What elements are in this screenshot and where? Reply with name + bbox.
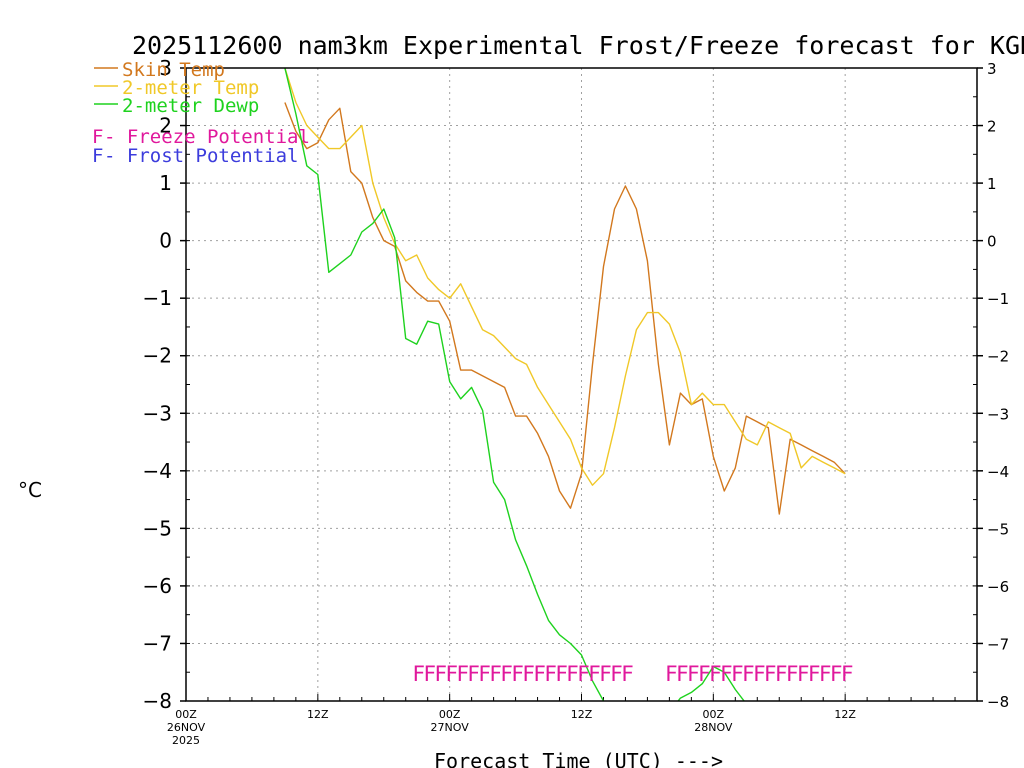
x-tick-label: 00Z: [703, 708, 725, 721]
legend-potential-symbol: F: [92, 126, 103, 148]
y-tick-label-left: −8: [143, 689, 172, 713]
y-tick-label-left: −4: [143, 459, 172, 483]
x-tick-label: 12Z: [834, 708, 856, 721]
freeze-flag-marker: F: [511, 662, 524, 686]
freeze-flag-marker: F: [412, 662, 425, 686]
x-tick-label: 27NOV: [431, 721, 470, 734]
freeze-flag-marker: F: [577, 662, 590, 686]
freeze-flag-marker: F: [709, 662, 722, 686]
x-tick-label: 12Z: [571, 708, 593, 721]
y-tick-label-left: −1: [143, 286, 172, 310]
freeze-flag-marker: F: [676, 662, 689, 686]
y-tick-label-left: −6: [143, 574, 172, 598]
series-line-skin-temp: [284, 102, 846, 515]
freeze-flag-marker: F: [764, 662, 777, 686]
freeze-flag-marker: F: [555, 662, 568, 686]
y-tick-label-right: 3: [987, 60, 997, 78]
y-axis-label: °C: [18, 478, 42, 502]
y-tick-label-right: −6: [987, 578, 1009, 596]
x-tick-label: 26NOV: [167, 721, 206, 734]
legend-potential-symbol: F: [92, 145, 103, 167]
freeze-flag-marker: F: [610, 662, 623, 686]
x-tick-label: 2025: [172, 734, 200, 747]
freeze-flag-marker: F: [753, 662, 766, 686]
freeze-flag-marker: F: [522, 662, 535, 686]
y-tick-label-left: 1: [159, 171, 172, 195]
freeze-flag-marker: F: [720, 662, 733, 686]
freeze-flag-marker: F: [808, 662, 821, 686]
freeze-flag-marker: F: [830, 662, 843, 686]
freeze-flag-marker: F: [445, 662, 458, 686]
y-tick-label-right: 0: [987, 233, 997, 251]
x-tick-label: 28NOV: [694, 721, 733, 734]
y-tick-label-right: −3: [987, 405, 1009, 423]
freeze-flag-marker: F: [819, 662, 832, 686]
freeze-flag-marker: F: [687, 662, 700, 686]
y-tick-label-left: −5: [143, 516, 172, 540]
legend-label: 2-meter Temp: [122, 77, 259, 99]
y-tick-label-right: −7: [987, 635, 1009, 653]
freeze-flag-marker: F: [775, 662, 788, 686]
freeze-flag-marker: F: [621, 662, 634, 686]
freeze-flag-marker: F: [698, 662, 711, 686]
freeze-flag-marker: F: [544, 662, 557, 686]
y-tick-label-right: 2: [987, 118, 997, 136]
y-tick-label-right: −2: [987, 348, 1009, 366]
y-tick-label-right: 1: [987, 175, 997, 193]
freeze-flag-marker: F: [797, 662, 810, 686]
y-tick-label-right: −5: [987, 520, 1009, 538]
freeze-flag-marker: F: [841, 662, 854, 686]
freeze-flag-marker: F: [533, 662, 546, 686]
y-tick-label-left: −7: [143, 631, 172, 655]
y-tick-label-left: 0: [159, 229, 172, 253]
series-line-2-meter-temp: [284, 68, 846, 486]
legend-potential-text: - Freeze Potential: [104, 126, 310, 148]
freeze-flag-marker: F: [423, 662, 436, 686]
legend-potential-text: - Frost Potential: [104, 145, 298, 167]
legend-label: Skin Temp: [122, 59, 225, 81]
freeze-flag-marker: F: [786, 662, 799, 686]
chart-title: 2025112600 nam3km Experimental Frost/Fre…: [132, 31, 1024, 60]
freeze-flag-marker: F: [599, 662, 612, 686]
freeze-flag-marker: F: [588, 662, 601, 686]
freeze-flag-marker: F: [500, 662, 513, 686]
x-tick-label: 12Z: [307, 708, 329, 721]
legend-label: 2-meter Dewp: [122, 95, 259, 117]
y-tick-label-left: −2: [143, 344, 172, 368]
y-axis-ticks: 3 3 2 2 1 1 0 0 −1 −1 −2 −2 −3 −3 −4 −4 −5 −5 −6 −6 −7 −7 −8 −8: [143, 56, 1010, 713]
y-tick-label-right: −1: [987, 290, 1009, 308]
freeze-flag-marker: F: [434, 662, 447, 686]
plot-frame: [185, 67, 978, 702]
freeze-flag-marker: F: [478, 662, 491, 686]
x-axis-label: Forecast Time (UTC) --->: [434, 749, 723, 768]
x-tick-label: 00Z: [439, 708, 461, 721]
freeze-flag-marker: F: [467, 662, 480, 686]
y-tick-label-left: −3: [143, 401, 172, 425]
freeze-flag-marker: F: [742, 662, 755, 686]
freeze-flag-marker: F: [456, 662, 469, 686]
freeze-flag-marker: F: [489, 662, 502, 686]
freeze-flag-marker: F: [665, 662, 678, 686]
x-tick-label: 00Z: [175, 708, 197, 721]
y-tick-label-right: −8: [987, 693, 1009, 711]
y-tick-label-left: 3: [159, 56, 172, 80]
freeze-flag-marker: F: [566, 662, 579, 686]
y-tick-label-right: −4: [987, 463, 1009, 481]
y-tick-label-left: 2: [159, 114, 172, 138]
freeze-flag-marker: F: [731, 662, 744, 686]
